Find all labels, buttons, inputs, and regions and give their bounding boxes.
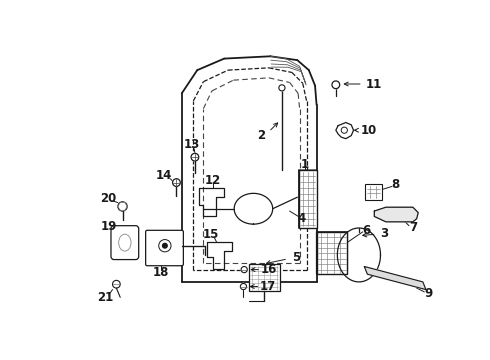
Text: 15: 15 [203,228,219,240]
Circle shape [240,283,246,289]
Ellipse shape [119,234,131,251]
Text: 17: 17 [260,280,276,293]
FancyBboxPatch shape [111,226,139,260]
Text: 6: 6 [363,224,371,237]
Text: 11: 11 [366,77,382,90]
Circle shape [118,202,127,211]
Circle shape [191,153,199,161]
Bar [317,232,347,274]
Circle shape [172,179,180,186]
Text: 7: 7 [409,221,417,234]
Circle shape [241,266,247,273]
Text: 4: 4 [297,212,305,225]
Text: 13: 13 [184,138,200,151]
Text: 9: 9 [424,287,432,300]
Text: 2: 2 [257,129,265,142]
Polygon shape [365,266,426,289]
Circle shape [163,243,167,248]
Text: 16: 16 [261,263,277,276]
Text: 19: 19 [100,220,117,233]
Circle shape [332,81,340,89]
Text: 12: 12 [204,174,221,187]
Text: 14: 14 [156,169,172,182]
Polygon shape [374,207,418,222]
Text: 18: 18 [153,266,169,279]
Text: 1: 1 [301,158,309,171]
Text: 3: 3 [380,227,389,240]
Bar [299,170,317,228]
Text: 5: 5 [292,251,300,264]
Text: 21: 21 [97,291,113,304]
Circle shape [113,280,120,288]
Text: 10: 10 [361,124,377,137]
Text: 20: 20 [100,192,117,205]
Circle shape [279,85,285,91]
Bar [249,264,280,291]
FancyBboxPatch shape [146,230,183,266]
Text: 8: 8 [391,177,399,190]
Bar [365,184,382,199]
